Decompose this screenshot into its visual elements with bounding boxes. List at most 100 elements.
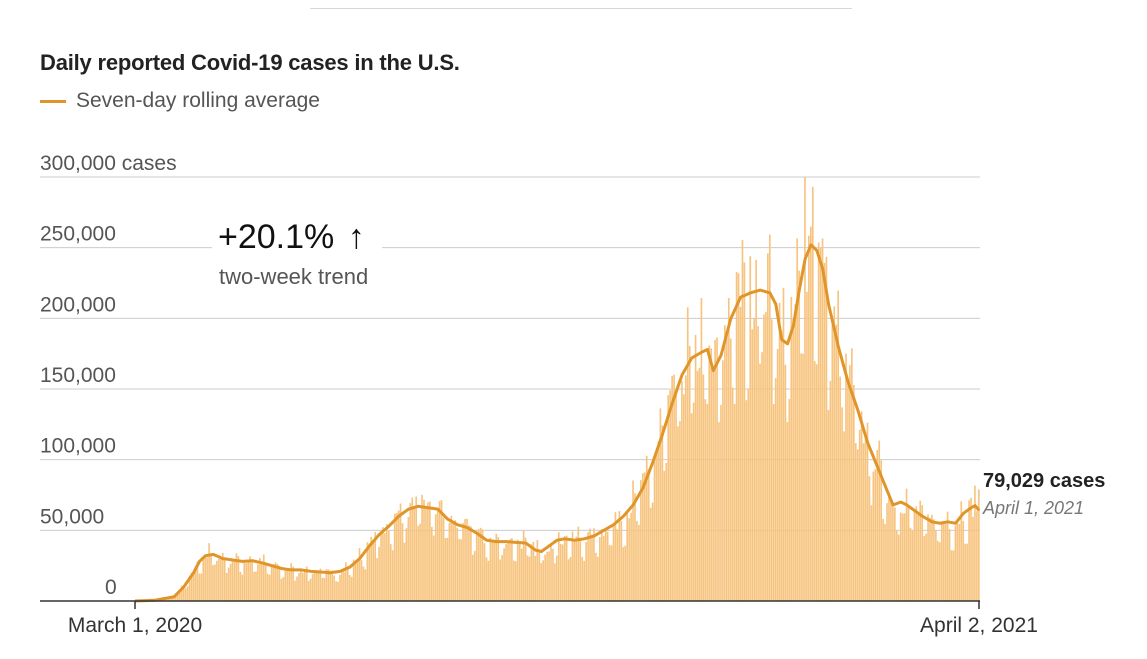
chart-title: Daily reported Covid-19 cases in the U.S… [40,50,460,75]
daily-bar [907,506,910,601]
x-label-start: March 1, 2020 [68,614,202,637]
daily-bar [309,578,312,601]
daily-bar [259,557,261,601]
daily-bar [895,530,898,601]
daily-bar [948,529,951,601]
daily-bar [288,570,291,601]
daily-bar [712,366,714,601]
daily-bar [667,395,670,601]
daily-bar [597,556,599,601]
daily-bar [618,510,621,601]
daily-bar [725,334,728,601]
daily-bar [190,572,193,601]
x-label-end: April 2, 2021 [920,614,1038,637]
daily-bar [563,536,566,601]
daily-bar [630,512,632,601]
daily-bar [851,348,853,601]
daily-bar [894,507,896,601]
daily-bar [518,543,521,601]
daily-bar [897,534,900,601]
daily-bar [669,390,671,601]
daily-bar [692,402,695,601]
daily-bar [538,549,541,601]
daily-bar [415,496,418,601]
legend-swatch [40,99,66,103]
daily-bar [679,421,681,601]
daily-bar [708,345,711,601]
daily-bar [792,319,795,601]
daily-bar [612,524,615,601]
daily-bar [749,256,752,601]
daily-bar [739,306,742,601]
daily-bar [706,403,709,601]
daily-bar [272,564,275,601]
daily-bar [194,566,197,601]
daily-bar [860,411,863,601]
daily-bar [370,536,373,601]
daily-bar [178,590,181,601]
daily-bar [407,517,410,601]
daily-bar [759,363,761,601]
daily-bar [454,520,457,601]
daily-bar [628,518,630,601]
daily-bar [776,348,779,601]
daily-bar [800,353,802,601]
y-tick-label: 50,000 [40,505,104,528]
daily-bar [882,518,884,601]
daily-bar [470,526,472,601]
daily-bar [366,542,369,601]
daily-bar [735,272,738,601]
daily-bar [731,387,734,601]
daily-bar [651,502,654,601]
daily-bar [432,535,435,601]
daily-bar [770,319,773,601]
daily-bar [786,422,789,601]
daily-bar [282,577,285,601]
daily-bar [757,326,759,601]
daily-bar [516,539,519,601]
daily-bar [397,510,400,601]
daily-bar [755,259,757,601]
daily-bar [718,422,720,601]
daily-bar [223,559,226,601]
daily-bar [354,564,357,601]
daily-bar [704,399,707,601]
trend-background [212,218,382,298]
daily-bar [270,565,273,601]
daily-bar [300,570,302,601]
daily-bar [180,585,183,601]
daily-bar [544,554,546,601]
daily-bar [378,546,380,601]
daily-bar [350,576,353,601]
daily-bar [446,537,449,601]
daily-bar [425,508,427,601]
y-tick-label: 0 [105,576,117,599]
daily-bar [497,537,500,601]
daily-bar [604,528,607,601]
daily-bar [976,511,978,601]
daily-bar [464,519,466,601]
daily-bar [841,407,843,601]
daily-bar [534,555,537,601]
daily-bar [333,575,335,601]
daily-bar [868,476,871,601]
daily-bar [268,574,271,601]
daily-bar [831,325,834,601]
daily-bar [528,556,531,601]
daily-bar [327,569,330,601]
daily-bar [847,384,849,601]
daily-bar [663,470,666,601]
daily-bar [835,324,838,601]
daily-bar [602,535,605,601]
daily-bar [720,404,722,601]
daily-bar [339,574,341,601]
daily-bar [802,353,804,601]
daily-bar [251,562,253,601]
daily-bar [409,503,412,601]
daily-bar [839,376,841,601]
daily-bar [886,503,888,601]
daily-bar [532,541,535,601]
daily-bar [468,525,470,601]
daily-bar [559,543,562,601]
